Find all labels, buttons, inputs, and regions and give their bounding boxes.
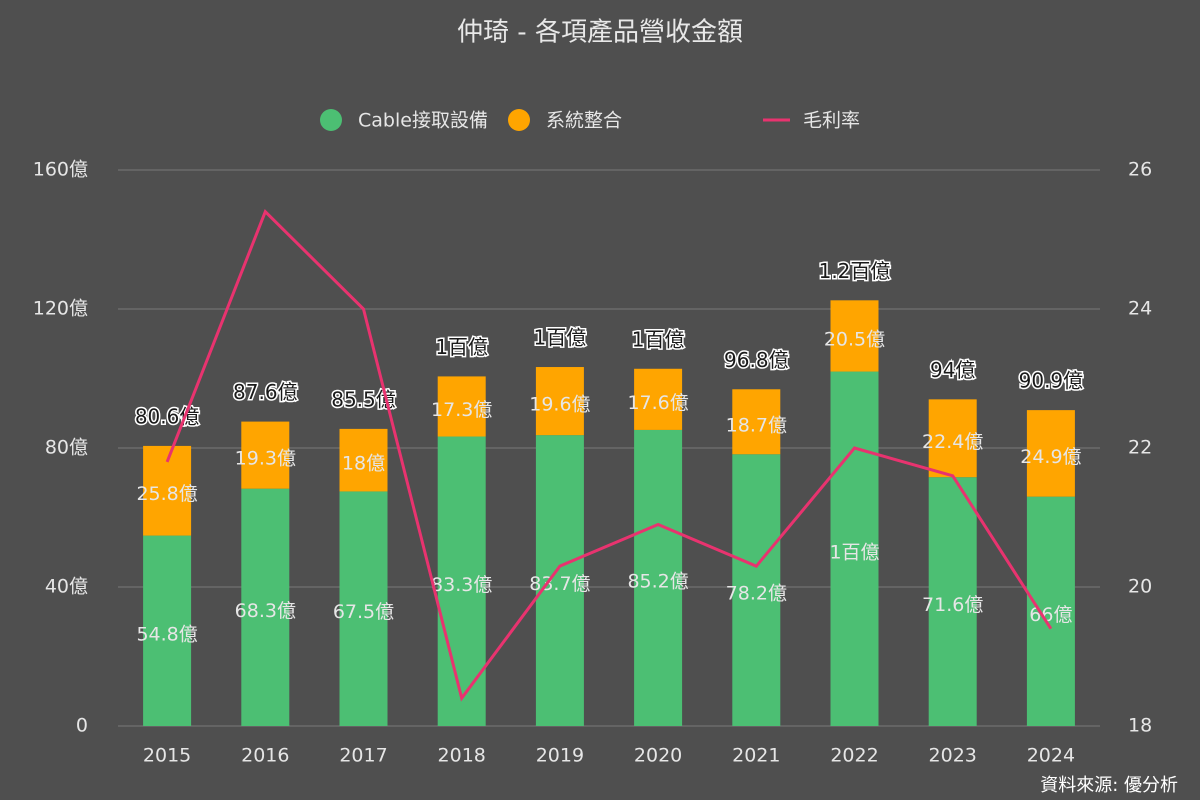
total-label: 1百億: [435, 335, 488, 359]
value-label: 83.7億: [529, 573, 590, 595]
bar: [634, 368, 683, 430]
value-label: 18億: [342, 453, 385, 475]
value-label: 24.9億: [1020, 446, 1081, 468]
x-tick-label: 2015: [143, 745, 191, 767]
bar: [634, 429, 683, 726]
source: 資料來源: 優分析: [1040, 775, 1178, 796]
bar: [1026, 410, 1075, 497]
legend-label: Cable接取設備: [358, 110, 488, 132]
bar: [339, 428, 388, 492]
bar: [143, 535, 192, 726]
x-tick-label: 2022: [830, 745, 878, 767]
x-tick-label: 2023: [929, 745, 977, 767]
y2-tick-label: 18: [1128, 715, 1152, 737]
bar: [535, 367, 584, 436]
y-tick-label: 120億: [33, 298, 88, 320]
chart-title: 仲琦 - 各項產品營收金額: [457, 18, 743, 48]
bar: [830, 371, 879, 726]
x-tick-label: 2024: [1027, 745, 1075, 767]
y2-tick-label: 22: [1128, 437, 1152, 459]
total-label: 1百億: [632, 327, 685, 351]
value-label: 19.6億: [529, 394, 590, 416]
x-tick-label: 2020: [634, 745, 682, 767]
bar: [241, 488, 290, 726]
value-label: 17.6億: [627, 392, 688, 414]
bar: [928, 399, 977, 478]
x-tick-label: 2016: [241, 745, 289, 767]
value-label: 22.4億: [922, 431, 983, 453]
y2-tick-label: 20: [1128, 576, 1152, 598]
value-label: 25.8億: [136, 483, 197, 505]
bar: [535, 435, 584, 726]
value-label: 54.8億: [136, 623, 197, 645]
x-tick-label: 2018: [438, 745, 486, 767]
x-tick-label: 2021: [732, 745, 780, 767]
total-label: 94億: [930, 358, 975, 382]
line-series: [165, 209, 1053, 702]
y2-tick-label: 24: [1128, 298, 1152, 320]
bar: [241, 421, 290, 489]
bar: [339, 491, 388, 726]
bar: [928, 477, 977, 726]
bar: [732, 389, 781, 455]
total-label: 1.2百億: [819, 259, 891, 283]
y2-tick-label: 26: [1128, 159, 1152, 181]
value-label: 78.2億: [726, 583, 787, 605]
value-label: 67.5億: [333, 601, 394, 623]
bar: [437, 376, 486, 437]
y-tick-label: 0: [76, 715, 88, 737]
total-label: 90.9億: [1019, 369, 1084, 393]
bar: [1026, 496, 1075, 726]
total-label: 96.8億: [724, 348, 789, 372]
value-label: 1百億: [829, 541, 879, 563]
x-tick-label: 2017: [339, 745, 387, 767]
total-label: 87.6億: [233, 380, 298, 404]
legend-swatch: [320, 109, 342, 131]
x-tick-label: 2019: [536, 745, 584, 767]
bar: [732, 454, 781, 726]
value-label: 18.7億: [726, 414, 787, 436]
value-label: 19.3億: [235, 448, 296, 470]
value-label: 85.2億: [627, 570, 688, 592]
value-label: 83.3億: [431, 574, 492, 596]
value-label: 68.3億: [235, 600, 296, 622]
y-tick-label: 40億: [45, 576, 88, 598]
legend-swatch: [508, 109, 530, 131]
y-tick-label: 80億: [45, 437, 88, 459]
value-label: 17.3億: [431, 399, 492, 421]
legend-label: 系統整合: [546, 110, 622, 132]
value-label: 20.5億: [824, 328, 885, 350]
legend-label: 毛利率: [803, 110, 860, 132]
y-tick-label: 160億: [33, 159, 88, 181]
value-label: 71.6億: [922, 594, 983, 616]
total-label: 1百億: [534, 326, 587, 350]
bar: [830, 300, 879, 372]
